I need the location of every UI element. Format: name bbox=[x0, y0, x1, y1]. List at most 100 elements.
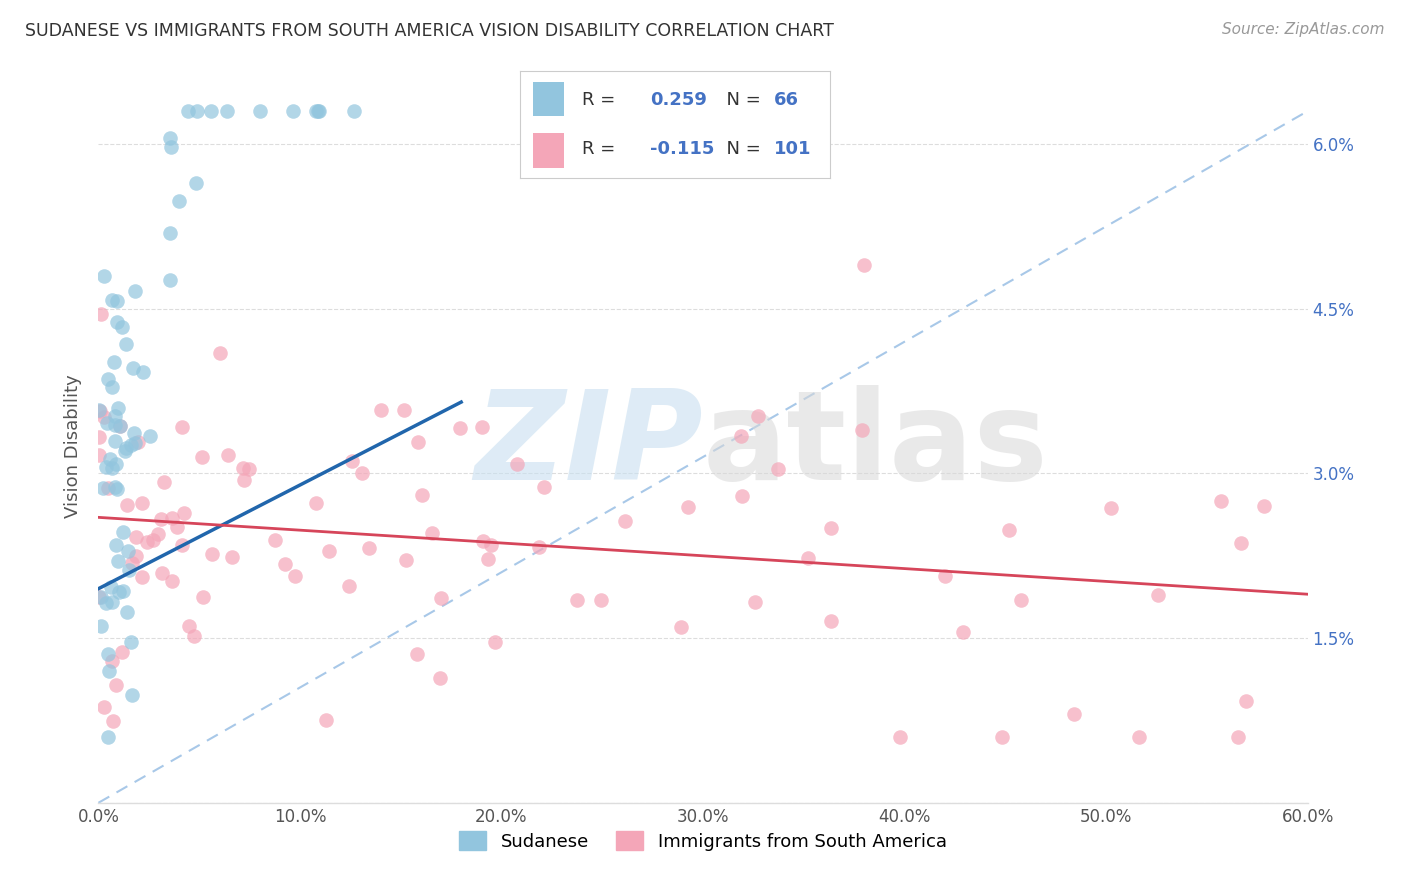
Point bbox=[991, 730, 1014, 744]
Point bbox=[318, 543, 340, 558]
Point bbox=[200, 104, 222, 119]
Point bbox=[125, 530, 148, 544]
Point bbox=[307, 104, 329, 119]
Point bbox=[115, 337, 138, 351]
Point bbox=[337, 579, 360, 593]
Point bbox=[394, 553, 416, 567]
Point bbox=[104, 434, 127, 448]
Point bbox=[177, 104, 200, 119]
Point bbox=[108, 419, 131, 434]
Point bbox=[669, 620, 692, 634]
Point bbox=[114, 441, 136, 455]
Point bbox=[87, 430, 110, 444]
Point bbox=[166, 520, 188, 534]
Point bbox=[100, 580, 122, 594]
Point bbox=[107, 315, 129, 329]
Point bbox=[730, 429, 752, 443]
Point bbox=[97, 730, 120, 744]
Point bbox=[731, 489, 754, 503]
Point bbox=[193, 591, 215, 605]
Point bbox=[411, 488, 433, 502]
Point bbox=[115, 498, 138, 512]
Point bbox=[392, 403, 415, 417]
Point bbox=[238, 461, 260, 475]
Point bbox=[111, 319, 134, 334]
Point bbox=[120, 438, 142, 452]
Point bbox=[357, 541, 380, 556]
Point bbox=[172, 538, 194, 552]
Point bbox=[527, 541, 550, 555]
Point bbox=[589, 593, 612, 607]
Text: ZIP: ZIP bbox=[474, 385, 703, 507]
Point bbox=[797, 550, 820, 565]
Point bbox=[97, 372, 120, 386]
Point bbox=[131, 495, 153, 509]
Point bbox=[94, 596, 117, 610]
Text: N =: N = bbox=[716, 141, 766, 159]
Point bbox=[100, 654, 122, 668]
Point bbox=[90, 619, 112, 633]
Point bbox=[105, 457, 128, 471]
Point bbox=[283, 104, 305, 119]
Point bbox=[121, 688, 143, 702]
Point bbox=[851, 423, 873, 437]
Point bbox=[125, 549, 148, 563]
Point bbox=[115, 605, 138, 619]
Point bbox=[98, 452, 121, 467]
Point bbox=[97, 647, 120, 661]
Point bbox=[747, 409, 769, 424]
Point bbox=[101, 380, 124, 394]
Point bbox=[107, 554, 129, 568]
Point bbox=[1099, 501, 1122, 516]
Point bbox=[232, 461, 254, 475]
Point bbox=[853, 258, 876, 272]
Point bbox=[217, 448, 239, 462]
Text: R =: R = bbox=[582, 91, 621, 109]
Point bbox=[111, 524, 134, 539]
Point bbox=[93, 410, 115, 425]
Point bbox=[1209, 494, 1232, 508]
Point bbox=[124, 284, 146, 298]
Point bbox=[274, 557, 297, 571]
Point bbox=[315, 713, 337, 727]
Point bbox=[104, 409, 127, 424]
Point bbox=[471, 533, 494, 548]
Point bbox=[429, 671, 451, 685]
Point bbox=[159, 131, 181, 145]
Point bbox=[90, 590, 112, 604]
Point bbox=[370, 402, 392, 417]
Point bbox=[136, 535, 159, 549]
Point bbox=[820, 615, 842, 629]
Point bbox=[96, 417, 118, 431]
Point bbox=[1147, 589, 1170, 603]
Point bbox=[162, 511, 184, 525]
Point bbox=[104, 418, 127, 433]
Text: 101: 101 bbox=[773, 141, 811, 159]
Point bbox=[97, 481, 120, 495]
Point bbox=[449, 421, 471, 435]
Text: -0.115: -0.115 bbox=[650, 141, 714, 159]
Point bbox=[179, 619, 201, 633]
Point bbox=[105, 483, 128, 497]
Point bbox=[89, 448, 111, 462]
Point bbox=[1226, 730, 1249, 744]
Point bbox=[1010, 592, 1032, 607]
Point bbox=[1234, 694, 1257, 708]
Point bbox=[152, 475, 174, 490]
Point bbox=[284, 569, 307, 583]
Point bbox=[122, 360, 145, 375]
Point bbox=[97, 665, 120, 679]
Point bbox=[131, 365, 153, 379]
Point bbox=[142, 533, 165, 548]
Point bbox=[183, 629, 205, 643]
Point bbox=[477, 552, 499, 566]
Point bbox=[484, 634, 506, 648]
Point bbox=[89, 403, 111, 417]
Point bbox=[124, 436, 146, 450]
Point bbox=[173, 507, 195, 521]
Text: 66: 66 bbox=[773, 91, 799, 109]
Point bbox=[117, 544, 139, 558]
Point bbox=[91, 481, 114, 495]
Point bbox=[1230, 536, 1253, 550]
Point bbox=[103, 355, 125, 369]
